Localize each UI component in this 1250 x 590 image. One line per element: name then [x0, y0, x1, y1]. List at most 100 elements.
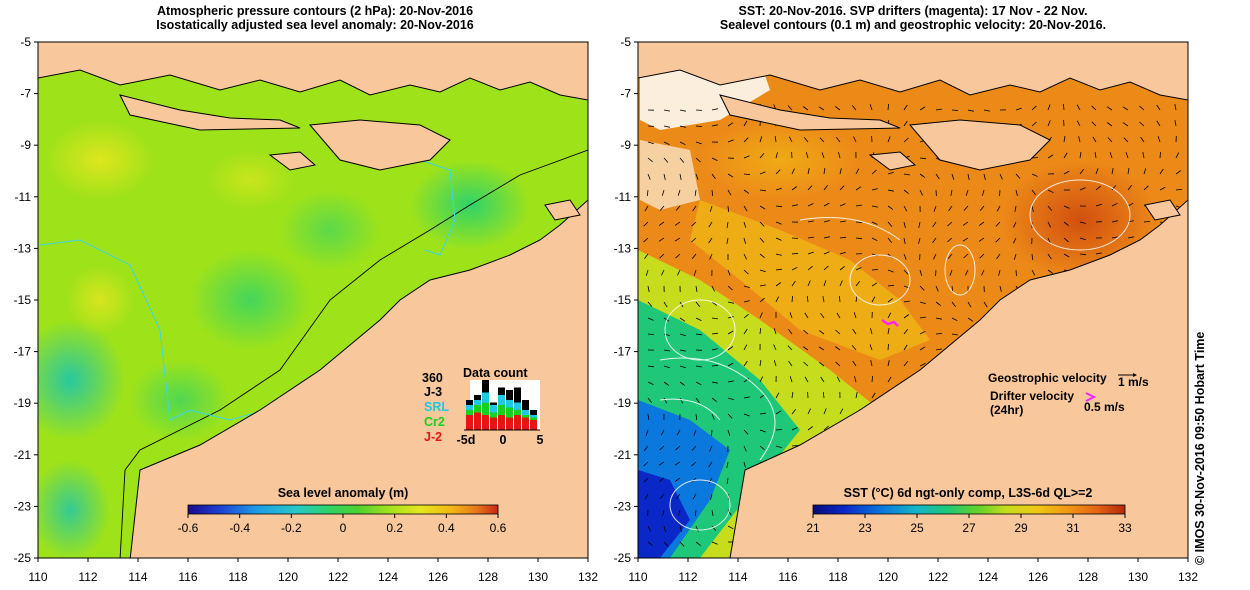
left-title: Atmospheric pressure contours (2 hPa): 2… [40, 4, 590, 32]
right-colorbar-tick: 27 [962, 521, 976, 535]
left-colorbar-tick: -0.6 [178, 521, 199, 535]
right-x-tick: 130 [1128, 570, 1148, 584]
data-count-bar [522, 417, 529, 430]
right-colorbar [812, 504, 1126, 515]
left-colorbar-tick: 0.6 [490, 521, 507, 535]
left-x-tick: 122 [328, 570, 348, 584]
right-x-tick: 122 [928, 570, 948, 584]
left-colorbar-ticks: -0.6 -0.4 -0.2 0 0.2 0.4 0.6 [178, 514, 507, 535]
left-colorbar-title: Sea level anomaly (m) [278, 486, 409, 500]
right-title: SST: 20-Nov-2016. SVP drifters (magenta)… [638, 4, 1188, 32]
right-y-tick: -9 [620, 138, 631, 152]
data-count-bar [514, 415, 521, 430]
right-x-tick: 118 [828, 570, 847, 584]
right-y-tick: -15 [614, 293, 632, 307]
right-colorbar-ticks: 21 23 25 27 29 31 33 [806, 514, 1132, 535]
left-colorbar-tick: 0.2 [386, 521, 403, 535]
anomaly-high-west [45, 120, 155, 200]
drifter-scale-label: 0.5 m/s [1084, 400, 1125, 414]
data-count-bar [474, 412, 481, 430]
left-y-tick: -15 [14, 293, 32, 307]
right-y-tick: -17 [614, 345, 632, 359]
data-count-bar [490, 417, 497, 430]
left-x-tick: 124 [378, 570, 398, 584]
left-x-tick: 120 [278, 570, 298, 584]
right-title-line2: Sealevel contours (0.1 m) and geostrophi… [719, 18, 1107, 32]
mission-label: Cr2 [424, 415, 445, 429]
mission-label: SRL [424, 400, 449, 414]
right-colorbar-tick: 29 [1014, 521, 1028, 535]
sea-level-contours [659, 179, 1131, 531]
right-x-axis: 110 112 114 116 118 120 122 124 126 128 130 132 [628, 558, 1198, 584]
drifter-scale-arrow [1085, 392, 1097, 402]
data-count-bar [466, 415, 473, 430]
right-y-tick: -19 [614, 396, 632, 410]
left-y-tick: -23 [14, 499, 32, 513]
data-count-bar [482, 415, 489, 430]
right-colorbar-tick: 25 [910, 521, 924, 535]
left-x-tick: 110 [28, 570, 47, 584]
left-colorbar-tick: 0.4 [438, 521, 455, 535]
left-colorbar-tick: -0.4 [229, 521, 250, 535]
right-x-tick: 120 [878, 570, 898, 584]
left-x-tick: 118 [228, 570, 247, 584]
left-colorbar-tick: 0 [340, 521, 347, 535]
data-count-title: Data count [463, 366, 528, 380]
right-y-tick: -13 [614, 241, 632, 255]
right-x-tick: 110 [628, 570, 647, 584]
sumba-island [268, 151, 317, 171]
left-map-area [38, 42, 588, 558]
right-y-tick: -11 [615, 190, 632, 204]
right-y-axis: -5 -7 -9 -11 -13 -15 -17 -19 -21 -23 -25 [614, 35, 638, 565]
left-title-line2: Isostatically adjusted sea level anomaly… [156, 18, 474, 32]
left-x-tick: 114 [128, 570, 147, 584]
drifter-velocity-label: Drifter velocity [990, 389, 1074, 403]
right-y-tick: -25 [614, 551, 632, 565]
right-x-tick: 112 [678, 570, 697, 584]
left-x-axis: 110 112 114 116 118 120 122 124 126 128 130 132 [28, 558, 598, 584]
timor-island [308, 119, 451, 171]
right-colorbar-tick: 21 [806, 521, 820, 535]
drifter-velocity-sublabel: (24hr) [990, 403, 1023, 417]
mission-label: J-2 [424, 430, 442, 444]
left-colorbar-tick: -0.2 [281, 521, 302, 535]
data-count-tick: -5d [457, 433, 476, 447]
pressure-contour [119, 149, 588, 558]
data-count-tick: 0 [500, 433, 507, 447]
data-count-max: 360 [422, 371, 443, 385]
right-x-tick: 114 [728, 570, 747, 584]
anomaly-low-west [38, 320, 125, 440]
left-y-tick: -21 [14, 448, 32, 462]
geostrophic-velocity-label: Geostrophic velocity [988, 371, 1107, 385]
left-y-tick: -25 [14, 551, 32, 565]
right-x-tick: 116 [778, 570, 797, 584]
indonesia-land [38, 42, 588, 101]
left-x-tick: 116 [178, 570, 197, 584]
right-map-area [638, 42, 1188, 558]
geostrophic-scale-label: 1 m/s [1118, 375, 1149, 389]
left-y-tick: -7 [20, 87, 31, 101]
left-y-tick: -5 [20, 35, 31, 49]
left-y-tick: -19 [14, 396, 32, 410]
left-x-tick: 112 [78, 570, 97, 584]
data-count-tick: 5 [537, 433, 544, 447]
data-count-bar [506, 417, 513, 430]
right-colorbar-tick: 31 [1066, 521, 1080, 535]
right-y-tick: -5 [620, 35, 631, 49]
flores-island [119, 94, 301, 131]
left-y-tick: -13 [14, 241, 32, 255]
left-y-tick: -11 [15, 190, 32, 204]
right-colorbar-tick: 23 [858, 521, 872, 535]
right-colorbar-tick: 33 [1118, 521, 1132, 535]
right-x-tick: 124 [978, 570, 998, 584]
left-y-axis: -5 -7 -9 -11 -13 -15 -17 -19 -21 -23 -25 [14, 35, 38, 565]
right-y-tick: -23 [614, 499, 632, 513]
left-y-tick: -9 [20, 138, 31, 152]
left-title-line1: Atmospheric pressure contours (2 hPa): 2… [156, 4, 474, 18]
left-x-tick: 126 [428, 570, 448, 584]
data-count-bar [530, 420, 537, 430]
right-title-line1: SST: 20-Nov-2016. SVP drifters (magenta)… [738, 4, 1088, 18]
right-x-tick: 132 [1178, 570, 1198, 584]
